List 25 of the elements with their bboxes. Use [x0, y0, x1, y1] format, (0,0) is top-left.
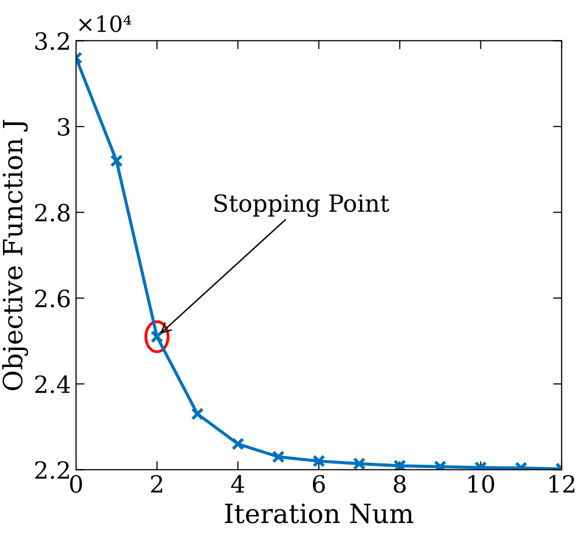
- point: [191, 408, 204, 420]
- y-tick-label: 3: [58, 118, 70, 136]
- x-tick-label: 2: [151, 474, 162, 492]
- y-tick-label: 2.4: [35, 375, 70, 394]
- x-tick-label: 4: [231, 474, 244, 492]
- point: [434, 460, 447, 470]
- y-tick-label: 2.8: [35, 204, 70, 222]
- x-tick-label: 12: [549, 474, 574, 492]
- y-axis-title: Objective Function J: [2, 120, 28, 390]
- point: [232, 438, 244, 450]
- point: [272, 450, 285, 464]
- x-tick-label: 8: [394, 474, 406, 493]
- x-axis-title: Iteration Num: [225, 504, 414, 524]
- y-tick-label: 2.6: [35, 290, 70, 308]
- point: [393, 459, 406, 470]
- point: [352, 457, 366, 470]
- y-tick-label: 3.2: [35, 32, 69, 50]
- x-tick-label: 0: [70, 474, 82, 493]
- x-tick-label: 6: [312, 474, 325, 493]
- point: [110, 154, 123, 168]
- point: [312, 454, 326, 468]
- y-tick-label: 2.2: [35, 461, 69, 479]
- x-tick-label: 10: [468, 474, 494, 493]
- annotation: Stopping Point: [214, 194, 390, 217]
- text: ×10⁴: [79, 15, 132, 32]
